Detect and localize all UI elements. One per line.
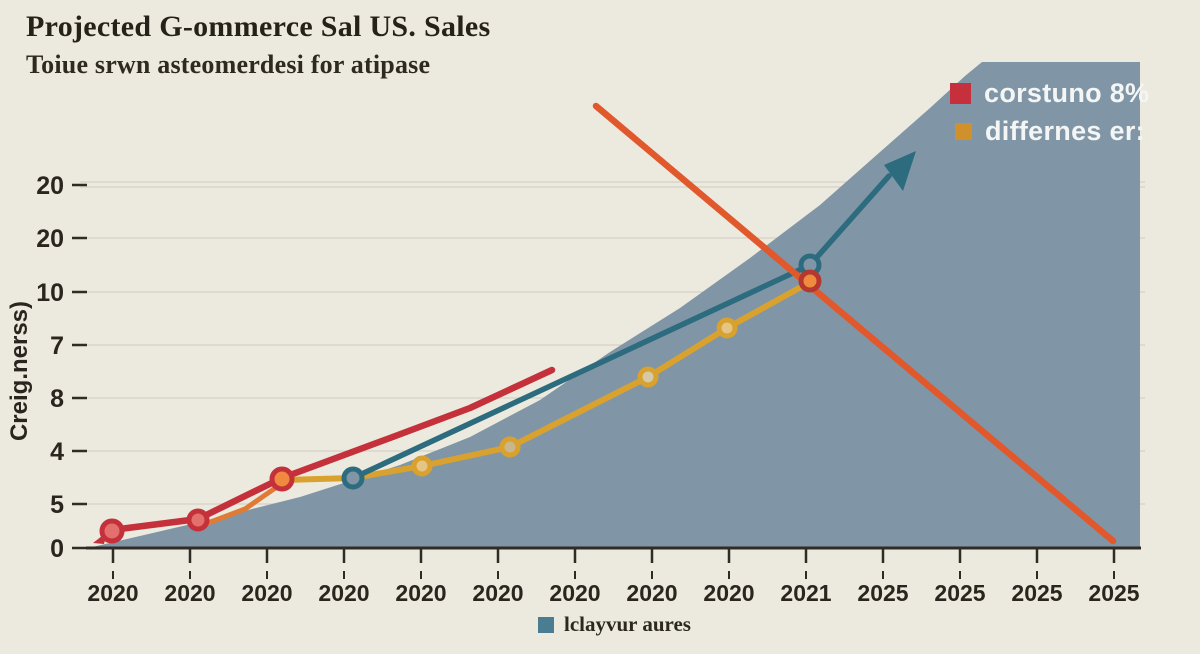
x-tick-label: 2020 [241,580,292,606]
x-tick-label: 2020 [318,580,369,606]
red-marker-1 [99,518,125,544]
y-tick-label: 5 [50,491,64,519]
bottom-legend: lclayvur aures [538,612,691,637]
teal-marker-1 [341,466,365,490]
red-marker-2 [186,508,210,532]
orange-marker-1 [269,466,295,492]
lclayvur-aures-area [88,62,1140,548]
x-tick-label: 2025 [934,580,985,606]
x-tick-label: 2025 [1088,580,1139,606]
legend-item: corstuno 8% [950,78,1149,109]
blue-square-icon [538,616,554,633]
y-tick-label: 8 [50,385,64,413]
y-tick-label: 7 [50,332,64,360]
legend-item: differnes er: [950,116,1149,147]
red-line [108,366,556,534]
x-tick-label: 2021 [780,580,831,606]
legend-item-label: differnes er: [985,116,1145,146]
chart-subtitle: Toiue srwn asteomerdesi for atipase [26,50,431,79]
yellow-marker-1 [411,455,433,477]
bottom-legend-label: lclayvur aures [564,612,691,636]
y-axis-title: Creig.nerss) [6,300,33,442]
yellow-marker-2 [499,436,521,458]
orange-segment [197,479,287,529]
x-tick-label: 2020 [87,580,138,606]
red-square-icon [950,83,971,104]
orange-marker-2 [798,269,822,293]
legend: corstuno 8% differnes er: [950,78,1149,147]
x-tick-label: 2020 [549,580,600,606]
x-tick-label: 2025 [1011,580,1062,606]
x-tick-label: 2025 [857,580,908,606]
yellow-square-icon [955,123,972,140]
y-tick-label: 0 [50,535,64,563]
x-tick-label: 2020 [472,580,523,606]
yellow-marker-3 [637,366,659,388]
y-tick-label: 20 [36,172,64,200]
y-tick-label: 20 [36,225,64,253]
x-tick-label: 2020 [703,580,754,606]
x-tick-label: 2020 [164,580,215,606]
x-tick-label: 2020 [626,580,677,606]
legend-item-label: corstuno 8% [984,78,1150,108]
teal-arrow-line-arrowhead-icon [884,151,916,191]
yellow-marker-4 [716,317,738,339]
chart-title: Projected G-ommerce Sal US. Sales [26,10,491,43]
y-tick-label: 10 [36,279,64,307]
orange-trend-down [592,102,1117,545]
y-tick-label: 4 [50,438,64,466]
x-tick-label: 2020 [395,580,446,606]
